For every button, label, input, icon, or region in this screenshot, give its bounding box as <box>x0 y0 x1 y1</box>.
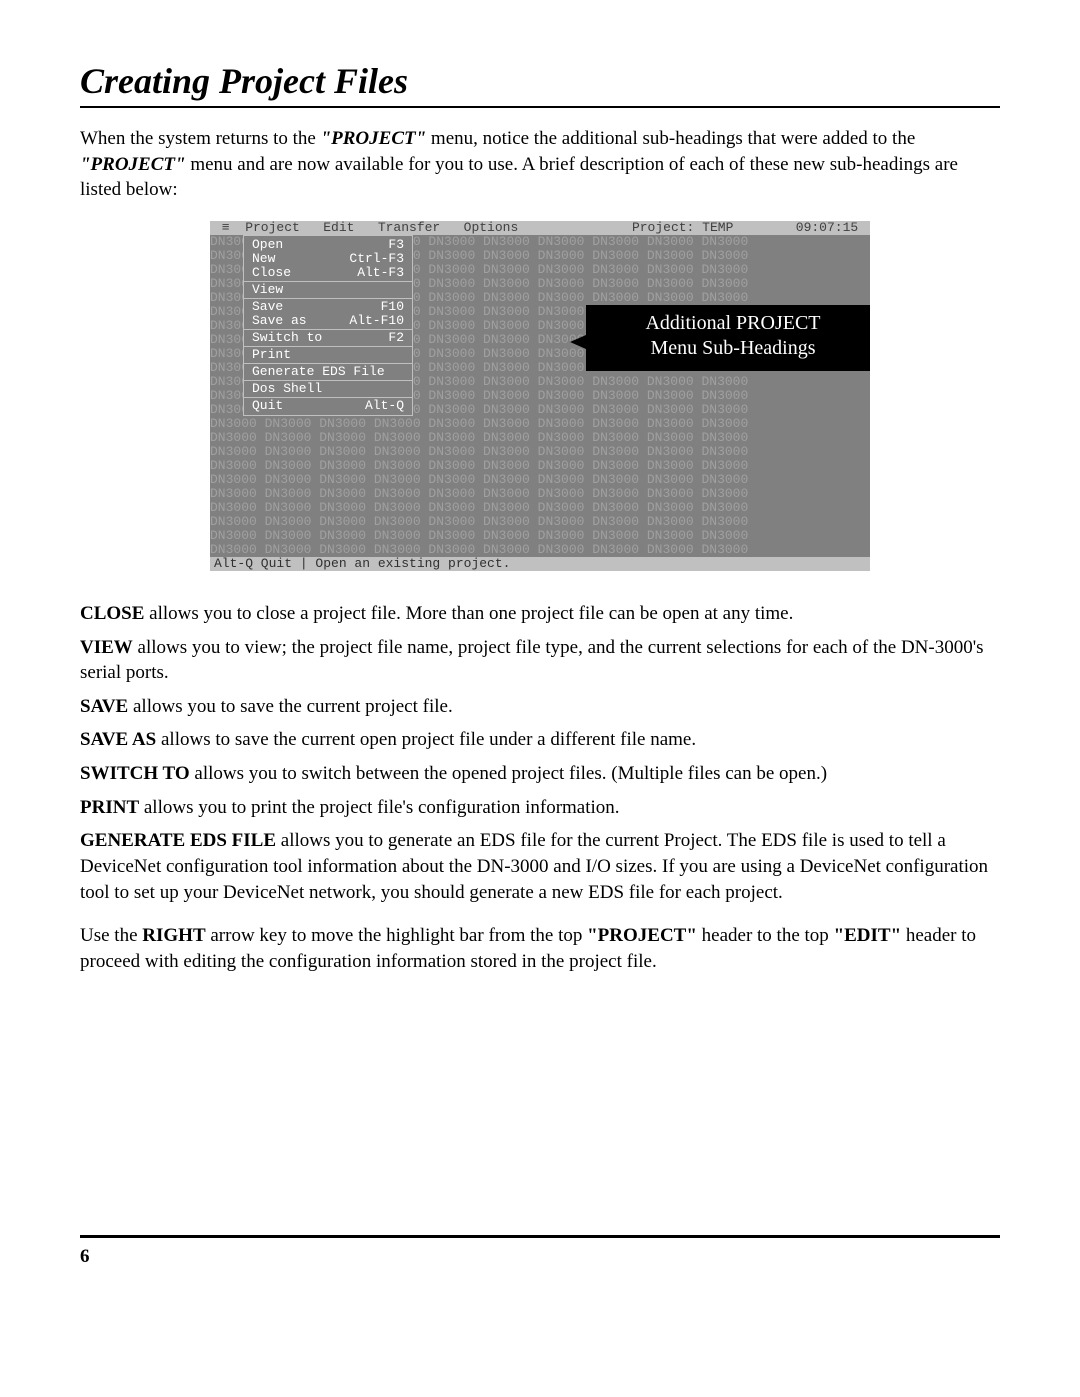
description-term: VIEW <box>80 637 133 658</box>
callout-arrow-icon <box>570 335 586 349</box>
menu-item-shortcut: Alt-F3 <box>357 266 404 280</box>
menu-item-label: Close <box>252 266 291 280</box>
menu-item[interactable]: Switch to F2 <box>244 331 412 345</box>
menu-item-shortcut: Ctrl-F3 <box>349 252 404 266</box>
intro-text: When the system returns to the <box>80 128 321 149</box>
closing-paragraph: Use the RIGHT arrow key to move the high… <box>80 923 1000 974</box>
menu-item-label: Dos Shell <box>252 382 322 396</box>
description-item: GENERATE EDS FILE allows you to generate… <box>80 828 1000 905</box>
description-text: allows you to print the project file's c… <box>139 797 619 818</box>
menu-item[interactable]: Save as Alt-F10 <box>244 314 412 328</box>
dos-bg-row: DN3000 DN3000 DN3000 DN3000 DN3000 DN300… <box>210 445 870 459</box>
description-term: CLOSE <box>80 603 144 624</box>
description-text: allows you to save the current project f… <box>128 696 452 717</box>
description-term: GENERATE EDS FILE <box>80 830 276 851</box>
dos-status-bar: Alt-Q Quit | Open an existing project. <box>210 557 870 571</box>
dos-bg-row: DN3000 DN3000 DN3000 DN3000 DN3000 DN300… <box>210 431 870 445</box>
menu-item[interactable]: Generate EDS File <box>244 365 412 379</box>
intro-text: menu and are now available for you to us… <box>80 154 958 201</box>
menu-item-label: Quit <box>252 399 283 413</box>
callout-line1: Additional PROJECT <box>645 312 820 334</box>
intro-text: menu, notice the additional sub-headings… <box>426 128 915 149</box>
dos-bg-row: DN3000 DN3000 DN3000 DN3000 DN3000 DN300… <box>210 543 870 557</box>
menu-item-label: Save <box>252 300 283 314</box>
menu-bar-items: ≡ Project Edit Transfer Options <box>214 221 542 235</box>
menu-item-shortcut: Alt-Q <box>365 399 404 413</box>
menu-bar-status: Project: TEMP 09:07:15 <box>632 221 866 235</box>
description-term: SAVE <box>80 696 128 717</box>
intro-em2: "PROJECT" <box>80 154 186 175</box>
dos-bg-row: DN3000 DN3000 DN3000 DN3000 DN3000 DN300… <box>210 487 870 501</box>
dos-bg-row: DN3000 DN3000 DN3000 DN3000 DN3000 DN300… <box>210 501 870 515</box>
menu-item[interactable]: Quit Alt-Q <box>244 399 412 413</box>
description-item: SAVE AS allows to save the current open … <box>80 727 1000 753</box>
menu-item[interactable]: Open F3 <box>244 238 412 252</box>
menu-item[interactable]: Close Alt-F3 <box>244 266 412 280</box>
menu-item[interactable]: Save F10 <box>244 300 412 314</box>
closing-text: header to the top <box>697 925 834 946</box>
dos-bg-row: DN3000 DN3000 DN3000 DN3000 DN3000 DN300… <box>210 459 870 473</box>
page-number: 6 <box>80 1246 1000 1268</box>
description-item: SWITCH TO allows you to switch between t… <box>80 761 1000 787</box>
description-text: allows to save the current open project … <box>156 729 696 750</box>
description-text: allows you to view; the project file nam… <box>80 637 984 684</box>
menu-item-shortcut: F3 <box>388 238 404 252</box>
description-item: PRINT allows you to print the project fi… <box>80 795 1000 821</box>
menu-item-label: Print <box>252 348 291 362</box>
closing-b2: "PROJECT" <box>587 925 697 946</box>
dos-bg-row: DN3000 DN3000 DN3000 DN3000 DN3000 DN300… <box>210 515 870 529</box>
callout-line2: Menu Sub-Headings <box>651 337 816 359</box>
menu-item[interactable]: Dos Shell <box>244 382 412 396</box>
project-dropdown-menu: OpenF3NewCtrl-F3CloseAlt-F3ViewSaveF10Sa… <box>243 235 413 416</box>
closing-text: Use the <box>80 925 142 946</box>
closing-text: arrow key to move the highlight bar from… <box>206 925 588 946</box>
description-text: allows you to switch between the opened … <box>190 763 827 784</box>
menu-item-label: Generate EDS File <box>252 365 385 379</box>
menu-item[interactable]: New Ctrl-F3 <box>244 252 412 266</box>
dos-bg-row: DN3000 DN3000 DN3000 DN3000 DN3000 DN300… <box>210 473 870 487</box>
menu-item[interactable]: Print <box>244 348 412 362</box>
menu-item-label: Save as <box>252 314 307 328</box>
menu-item-label: Switch to <box>252 331 322 345</box>
menu-item-shortcut: Alt-F10 <box>349 314 404 328</box>
description-list: CLOSE allows you to close a project file… <box>80 601 1000 905</box>
description-text: allows you to close a project file. More… <box>144 603 793 624</box>
dos-menu-bar: ≡ Project Edit Transfer Options Project:… <box>210 221 870 235</box>
dos-bg-row: DN3000 DN3000 DN3000 DN3000 DN3000 DN300… <box>210 529 870 543</box>
description-item: CLOSE allows you to close a project file… <box>80 601 1000 627</box>
menu-item-label: Open <box>252 238 283 252</box>
description-term: SWITCH TO <box>80 763 190 784</box>
description-term: PRINT <box>80 797 139 818</box>
closing-b3: "EDIT" <box>834 925 902 946</box>
intro-paragraph: When the system returns to the "PROJECT"… <box>80 126 1000 203</box>
callout-box: Additional PROJECT Menu Sub-Headings <box>586 305 870 371</box>
closing-b1: RIGHT <box>142 925 205 946</box>
dos-screenshot: ≡ Project Edit Transfer Options Project:… <box>210 221 870 571</box>
footer-rule <box>80 1235 1000 1238</box>
menu-item[interactable]: View <box>244 283 412 297</box>
menu-item-label: New <box>252 252 275 266</box>
menu-item-label: View <box>252 283 283 297</box>
intro-em1: "PROJECT" <box>321 128 427 149</box>
description-item: VIEW allows you to view; the project fil… <box>80 635 1000 686</box>
description-term: SAVE AS <box>80 729 156 750</box>
page-title: Creating Project Files <box>80 60 1000 108</box>
menu-item-shortcut: F2 <box>388 331 404 345</box>
dos-bg-row: DN3000 DN3000 DN3000 DN3000 DN3000 DN300… <box>210 417 870 431</box>
menu-item-shortcut: F10 <box>381 300 404 314</box>
document-page: Creating Project Files When the system r… <box>0 0 1080 1397</box>
description-item: SAVE allows you to save the current proj… <box>80 694 1000 720</box>
